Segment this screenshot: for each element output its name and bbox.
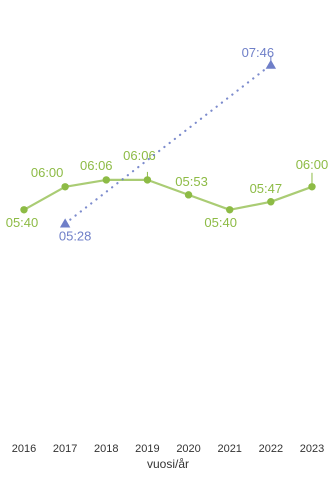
- x-tick-label: 2023: [300, 443, 324, 455]
- x-tick-label: 2022: [259, 443, 283, 455]
- data-point-marker: [267, 198, 275, 206]
- data-label: 05:40: [204, 215, 237, 230]
- data-label: 06:06: [80, 158, 113, 173]
- data-label: 05:53: [175, 174, 208, 189]
- data-point-marker: [226, 206, 234, 214]
- data-point-marker: [20, 206, 28, 214]
- data-point-marker: [143, 176, 152, 184]
- data-label: 05:47: [250, 181, 283, 196]
- data-point-marker: [308, 183, 316, 191]
- data-point-marker: [59, 218, 71, 228]
- data-label: 05:28: [59, 229, 92, 244]
- data-label: 05:40: [6, 215, 39, 230]
- data-point-marker: [265, 59, 277, 69]
- data-point-marker: [61, 183, 69, 191]
- data-label: 06:00: [296, 157, 329, 172]
- series-1-line: [22, 178, 314, 211]
- x-tick-label: 2016: [12, 443, 36, 455]
- x-tick-label: 2020: [176, 443, 200, 455]
- x-tick-label: 2019: [135, 443, 159, 455]
- data-point-marker: [102, 176, 110, 184]
- series-2-line: [63, 63, 272, 225]
- series-2: 05:28 07:46: [59, 45, 277, 244]
- x-tick-label: 2017: [53, 443, 77, 455]
- data-point-marker: [184, 191, 193, 199]
- x-axis-title: vuosi/år: [147, 457, 189, 471]
- data-label: 06:06: [123, 148, 156, 163]
- data-label: 06:00: [31, 165, 64, 180]
- data-label: 07:46: [242, 45, 275, 60]
- x-axis: 2016 2017 2018 2019 2020 2021 2022 2023: [12, 443, 324, 455]
- x-tick-label: 2021: [217, 443, 241, 455]
- series-layer: 05:40 06:00 06:06 06:06 05:53 05:40 05:47 06:00…: [6, 45, 329, 244]
- series-1: 05:40 06:00 06:06 06:06 05:53 05:40 05:47 06:00: [6, 148, 329, 230]
- x-tick-label: 2018: [94, 443, 118, 455]
